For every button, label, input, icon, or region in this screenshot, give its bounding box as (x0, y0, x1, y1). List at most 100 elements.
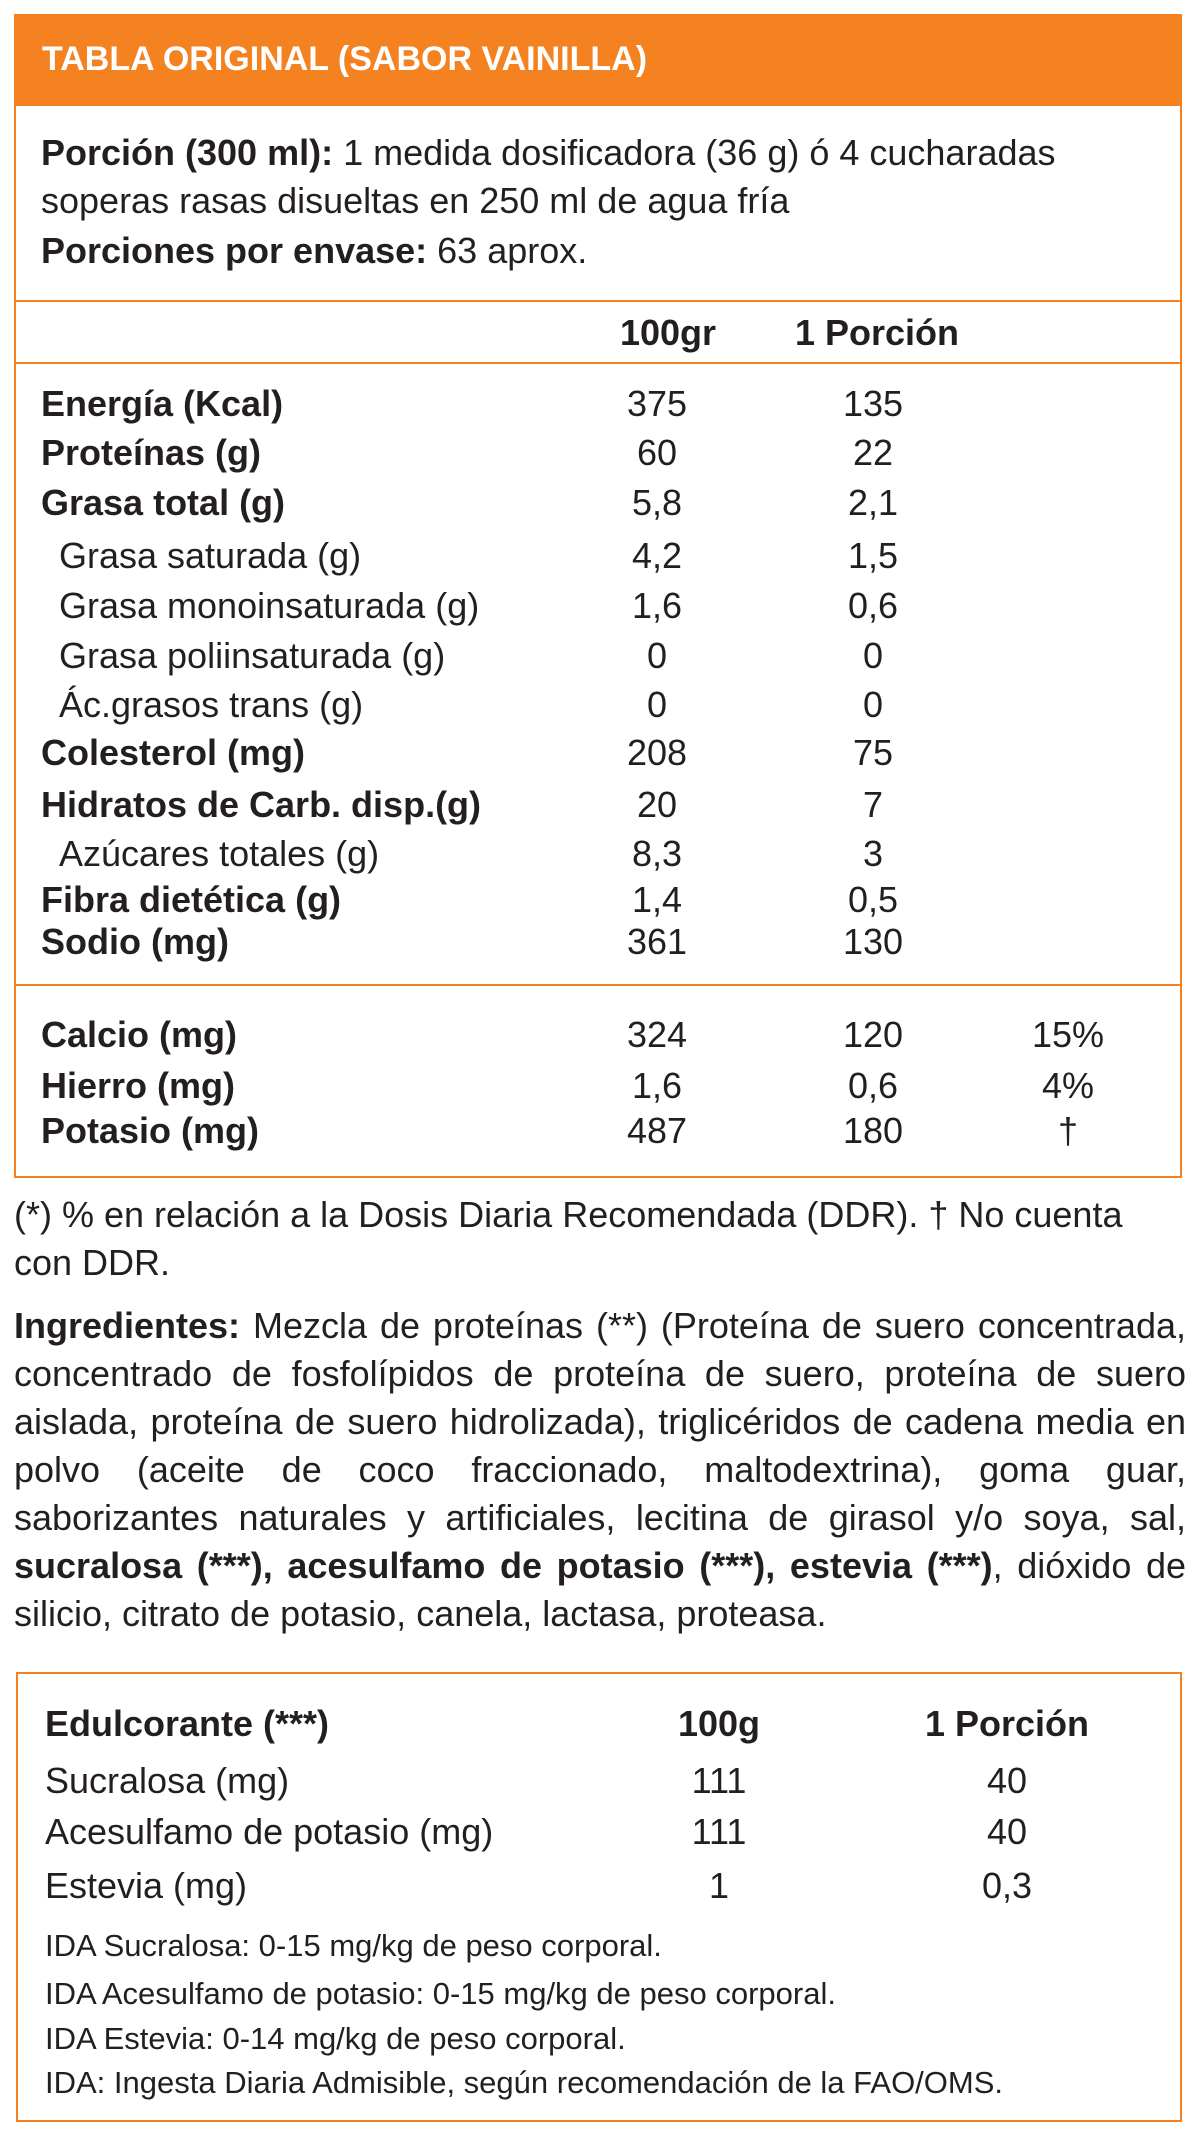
value-100g: 487 (626, 1110, 688, 1151)
column-header: Edulcorante (***) (45, 1703, 330, 1744)
footnote: (*) % en relación a la Dosis Diaria Reco… (14, 1194, 1123, 1283)
mineral-row: Hierro (mg) 1,6 0,6 4% (0, 1062, 1200, 1110)
servings-text: 63 aprox. (437, 230, 588, 271)
sweetener-row: Estevia (mg) 1 0,3 (0, 1862, 1200, 1910)
value-100g: 0 (646, 635, 668, 676)
sweetener-box (16, 1672, 1182, 2122)
value-portion: 7 (862, 784, 884, 825)
sweetener-header: Edulcorante (***) 100g 1 Porción (0, 1700, 1200, 1748)
serving-text: 1 medida dosificadora (36 g) ó 4 cuchara… (41, 132, 1056, 221)
title-bar (14, 14, 1182, 106)
value-portion: 40 (986, 1811, 1028, 1852)
nutrient-name: Fibra dietética (g) (41, 879, 342, 920)
value-100g: 208 (626, 732, 688, 773)
nutrient-row: Ác.grasos trans (g) 0 0 (0, 681, 1200, 729)
ingredients-label: Ingredientes: (14, 1305, 241, 1346)
nutrient-name: Grasa total (g) (41, 482, 286, 523)
nutrient-name: Azúcares totales (g) (59, 833, 380, 874)
mineral-row: Calcio (mg) 324 120 15% (0, 1011, 1200, 1059)
sweetener-row: Sucralosa (mg) 111 40 (0, 1757, 1200, 1805)
value-100g: 1,6 (631, 585, 683, 626)
column-header: 100g (677, 1703, 761, 1744)
value-portion: 0 (862, 635, 884, 676)
note: IDA Acesulfamo de potasio: 0-15 mg/kg de… (45, 1976, 836, 2011)
nutrient-row: Proteínas (g) 60 22 (0, 429, 1200, 477)
value-100g: 1,4 (631, 879, 683, 920)
value-portion: 3 (862, 833, 884, 874)
nutrient-name: Colesterol (mg) (41, 732, 306, 773)
value-portion: 2,1 (847, 482, 899, 523)
sweetener-name: Sucralosa (mg) (45, 1760, 290, 1801)
servings-per-container: Porciones por envase: 63 aprox. (41, 227, 1161, 275)
value-100g: 324 (626, 1014, 688, 1055)
note: IDA Estevia: 0-14 mg/kg de peso corporal… (45, 2021, 626, 2056)
divider (14, 984, 1182, 986)
value-ddr: † (1057, 1110, 1079, 1151)
column-header: 1 Porción (794, 312, 960, 353)
value-100g: 5,8 (631, 482, 683, 523)
serving: Porción (300 ml): 1 medida dosificadora … (41, 129, 1161, 225)
note: IDA: Ingesta Diaria Admisible, según rec… (45, 2065, 1004, 2100)
nutrient-name: Grasa monoinsaturada (g) (59, 585, 480, 626)
ingredients: Ingredientes: Mezcla de proteínas (**) (… (14, 1302, 1186, 1638)
mineral-row: Potasio (mg) 487 180 † (0, 1107, 1200, 1155)
value-portion: 1,5 (847, 535, 899, 576)
value-portion: 0,3 (981, 1865, 1033, 1906)
nutrient-name: Grasa poliinsaturada (g) (59, 635, 446, 676)
column-header: 1 Porción (924, 1703, 1090, 1744)
value-100g: 1,6 (631, 1065, 683, 1106)
value-100g: 375 (626, 383, 688, 424)
ingredients-bold: sucralosa (***), acesulfamo de potasio (… (14, 1545, 993, 1586)
value-portion: 0,6 (847, 1065, 899, 1106)
column-header: 100gr (619, 312, 717, 353)
value-100g: 111 (691, 1811, 747, 1852)
nutrient-name: Hierro (mg) (41, 1065, 236, 1106)
serving-label: Porción (300 ml): (41, 132, 334, 173)
servings-label: Porciones por envase: (41, 230, 428, 271)
nutrient-row: Energía (Kcal) 375 135 (0, 380, 1200, 428)
value-portion: 40 (986, 1760, 1028, 1801)
value-portion: 0 (862, 684, 884, 725)
value-100g: 0 (646, 684, 668, 725)
ingredients-text: Mezcla de proteínas (**) (Proteína de su… (14, 1305, 1186, 1538)
nutrient-row: Sodio (mg) 361 130 (0, 918, 1200, 966)
nutrient-row: Grasa saturada (g) 4,2 1,5 (0, 532, 1200, 580)
nutrient-name: Ác.grasos trans (g) (59, 684, 364, 725)
value-portion: 0,5 (847, 879, 899, 920)
value-portion: 0,6 (847, 585, 899, 626)
value-100g: 1 (708, 1865, 730, 1906)
note: IDA Sucralosa: 0-15 mg/kg de peso corpor… (45, 1928, 662, 1963)
ingredients-text: , dióxido de silicio, citrato de potasio… (14, 1545, 1186, 1634)
sweetener-name: Estevia (mg) (45, 1865, 248, 1906)
value-portion: 180 (842, 1110, 904, 1151)
nutrient-name: Sodio (mg) (41, 921, 229, 962)
value-100g: 8,3 (631, 833, 683, 874)
value-100g: 60 (636, 432, 678, 473)
nutrient-name: Proteínas (g) (41, 432, 262, 473)
nutrient-name: Calcio (mg) (41, 1014, 238, 1055)
nutrient-row: Colesterol (mg) 208 75 (0, 729, 1200, 777)
divider (14, 362, 1182, 364)
nutrient-name: Hidratos de Carb. disp.(g) (41, 784, 482, 825)
value-100g: 20 (636, 784, 678, 825)
title: TABLA ORIGINAL (SABOR VAINILLA) (42, 40, 648, 78)
nutrient-row: Grasa total (g) 5,8 2,1 (0, 479, 1200, 527)
sweetener-name: Acesulfamo de potasio (mg) (45, 1811, 494, 1852)
value-portion: 75 (852, 732, 894, 773)
value-ddr: 15% (1031, 1014, 1105, 1055)
nutrient-row: Grasa poliinsaturada (g) 0 0 (0, 632, 1200, 680)
nutrient-row: Grasa monoinsaturada (g) 1,6 0,6 (0, 582, 1200, 630)
nutrient-name: Energía (Kcal) (41, 383, 284, 424)
value-portion: 120 (842, 1014, 904, 1055)
divider (14, 300, 1182, 302)
nutrient-name: Potasio (mg) (41, 1110, 260, 1151)
value-portion: 22 (852, 432, 894, 473)
header-row: 100gr 1 Porción (0, 309, 1200, 357)
value-portion: 135 (842, 383, 904, 424)
value-ddr: 4% (1041, 1065, 1095, 1106)
nutrient-row: Fibra dietética (g) 1,4 0,5 (0, 876, 1200, 924)
nutrient-row: Hidratos de Carb. disp.(g) 20 7 (0, 781, 1200, 829)
nutrient-row: Azúcares totales (g) 8,3 3 (0, 830, 1200, 878)
value-100g: 4,2 (631, 535, 683, 576)
